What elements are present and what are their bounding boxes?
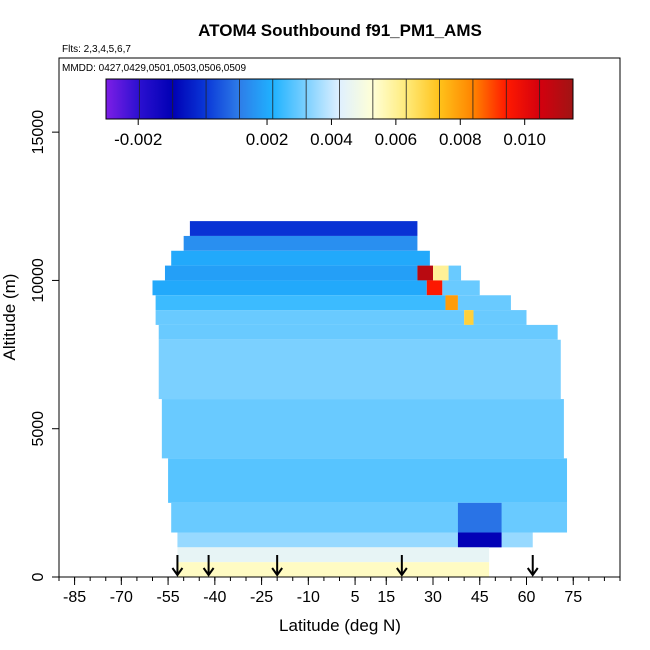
profile-arrows: [171, 555, 539, 577]
x-tick-label: -10: [297, 589, 320, 606]
heatmap-cell: [448, 265, 462, 281]
colorbar: -0.002 0.002 0.004 0.006 0.008 0.010: [105, 78, 574, 149]
y-tick-label: 10000: [30, 258, 47, 303]
y-tick-label: 15000: [30, 110, 47, 155]
x-axis-label: Latitude (deg N): [279, 616, 401, 635]
heatmap-cell: [155, 295, 446, 311]
heatmap-cell: [171, 502, 568, 533]
heatmap-cell: [457, 502, 502, 533]
heatmap-cell: [177, 562, 490, 577]
heatmap-cell: [189, 221, 418, 236]
heatmap-cell: [155, 310, 465, 325]
x-tick-label: 5: [351, 589, 360, 606]
x-tick-label: -85: [63, 589, 86, 606]
heatmap-cell: [464, 310, 474, 325]
heatmap-cell: [168, 458, 568, 503]
colorbar-tick-label: 0.010: [503, 130, 546, 149]
heatmap-cell: [183, 235, 418, 251]
y-axis: 0 5000 10000 15000: [30, 110, 60, 581]
heatmap-cell: [473, 310, 527, 325]
colorbar-tick-label: 0.004: [310, 130, 353, 149]
chart-title: ATOM4 Southbound f91_PM1_AMS: [198, 21, 482, 40]
colorbar-tick-label: 0.002: [246, 130, 289, 149]
heatmap-cell: [457, 295, 511, 311]
heatmap-cell: [164, 265, 418, 281]
profile-arrow: [271, 555, 283, 577]
profile-arrow: [396, 555, 408, 577]
x-axis: -85 -70 -55 -40 -25 -10 5 15 30 45 60 75: [58, 576, 621, 606]
heatmap-cell: [177, 547, 490, 563]
heatmap-cell: [158, 339, 561, 400]
profile-arrow: [171, 555, 184, 577]
heatmap-cell: [152, 280, 427, 296]
profile-arrow: [526, 555, 539, 577]
x-tick-label: 45: [471, 589, 489, 606]
heatmap-cell: [442, 280, 480, 296]
y-tick-label: 0: [30, 572, 47, 581]
heatmap-cell: [417, 265, 433, 281]
x-tick-label: -40: [203, 589, 226, 606]
x-tick-label: 60: [518, 589, 536, 606]
heatmap-cell: [177, 532, 533, 548]
x-tick-label: -70: [110, 589, 133, 606]
heatmap-cell: [161, 399, 564, 459]
x-tick-label: -55: [157, 589, 180, 606]
heatmap-cell: [457, 532, 502, 548]
y-tick-label: 5000: [30, 411, 47, 447]
heatmap-cell: [158, 324, 558, 340]
colorbar-tick-label: 0.006: [375, 130, 418, 149]
x-tick-label: 15: [377, 589, 395, 606]
heatmap-cell: [445, 295, 458, 311]
heatmap-cell: [426, 280, 443, 296]
x-tick-label: -25: [250, 589, 273, 606]
data-cells: [152, 221, 568, 577]
y-axis-label: Altitude (m): [0, 274, 19, 361]
x-tick-label: 30: [424, 589, 442, 606]
colorbar-tick-label: 0.008: [439, 130, 482, 149]
heatmap-cell: [433, 265, 449, 281]
heatmap-cell: [171, 250, 430, 266]
dates-label: MMDD: 0427,0429,0501,0503,0506,0509: [62, 63, 246, 74]
colorbar-tick-label: -0.002: [114, 130, 162, 149]
profile-arrow: [202, 555, 215, 577]
flights-label: Flts: 2,3,4,5,6,7: [62, 44, 131, 55]
x-tick-label: 75: [564, 589, 582, 606]
